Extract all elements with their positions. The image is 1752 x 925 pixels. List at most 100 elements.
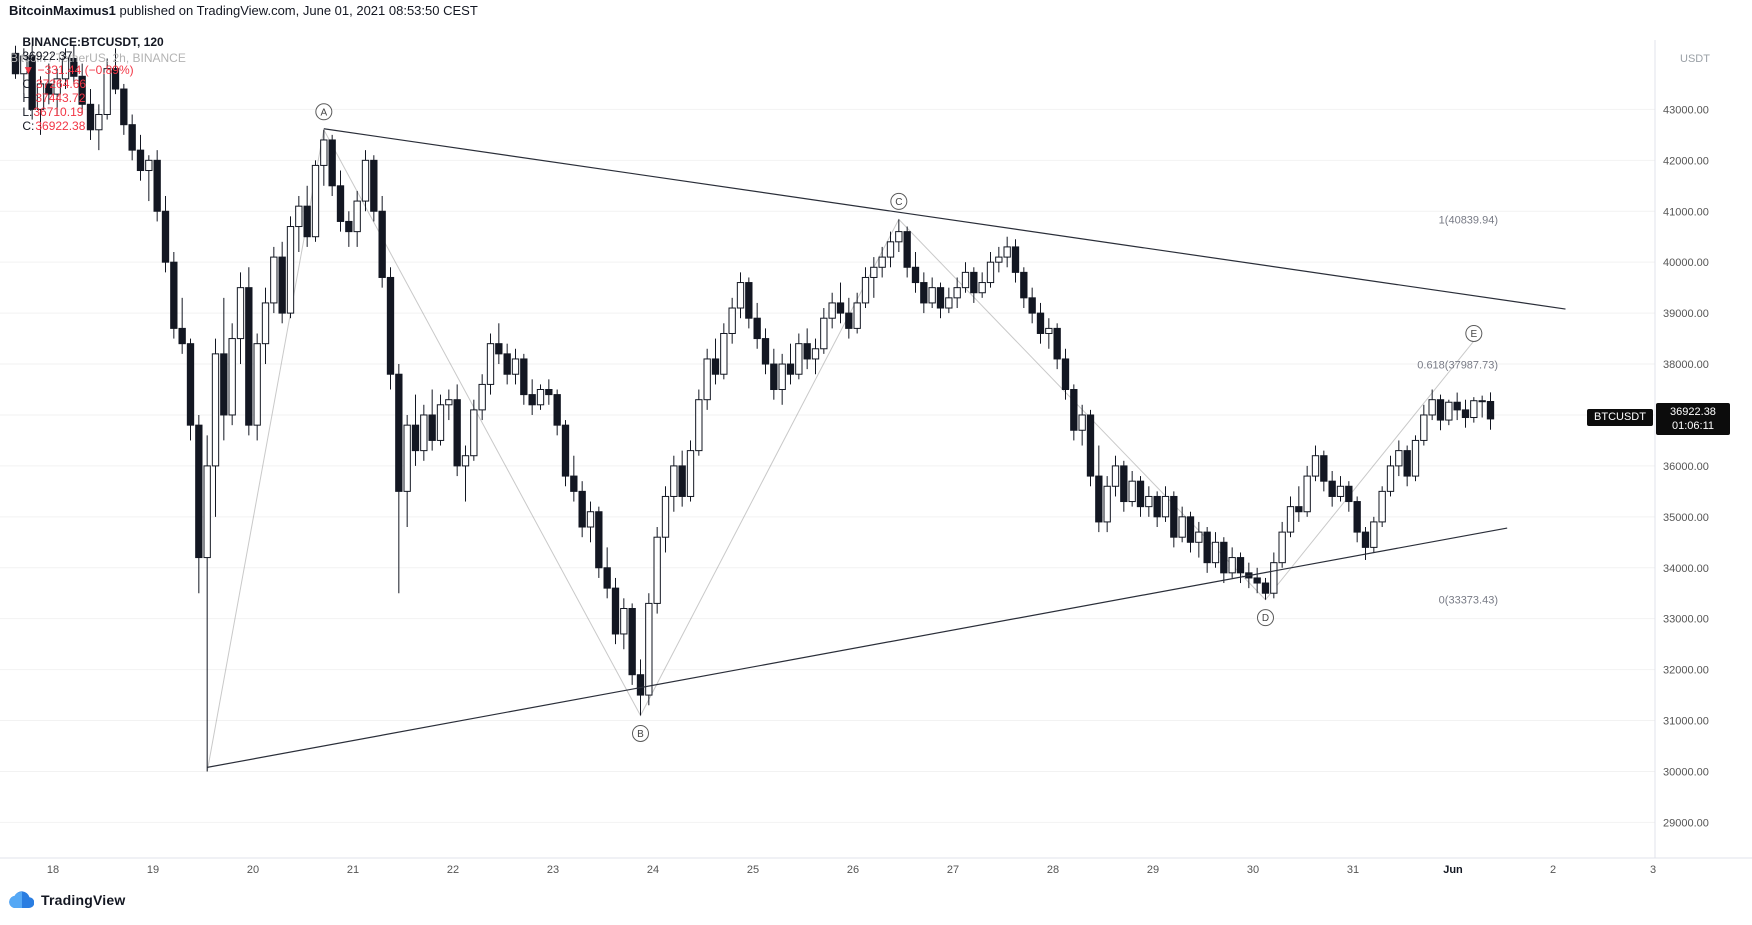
upper-trendline[interactable] [323,128,1566,310]
candle-body [1053,327,1061,360]
candle-body [1395,450,1403,467]
price-tick-label: 38000.00 [1663,359,1709,371]
candle-body [978,282,986,294]
candle-body [528,394,536,406]
last-price-badge: 36922.38 01:06:11 [1656,403,1730,435]
candle-body [536,389,545,406]
price-tick-label: 39000.00 [1663,308,1709,320]
time-axis[interactable]: 18 19 20 21 22 23 24 25 26 27 28 29 30 31 Jun 2 3 [0,857,1752,876]
pattern-point-C[interactable]: C [890,192,908,210]
svg-text:A: A [320,107,327,118]
candle-body [345,220,353,233]
candle-body [636,674,645,696]
candle-body [570,475,578,492]
candle-body [703,358,711,401]
candle-body [878,256,886,268]
candle-body [53,78,61,95]
candle-body [1111,465,1120,487]
candle-body [495,343,503,355]
candle-body [1386,465,1395,492]
candle-body [453,399,461,467]
time-tick-label: Jun [1443,864,1463,876]
candle-body [795,343,803,375]
time-tick-label: 30 [1247,864,1259,876]
candle-body [386,276,395,375]
candle-body [1086,414,1095,477]
candle-body [545,389,553,396]
candle-body [853,302,861,329]
price-tick-label: 32000.00 [1663,665,1709,677]
candle-body [1311,455,1320,477]
candle-body [303,205,311,238]
candle-body [20,55,28,75]
candle-body [1278,531,1286,564]
candle-body [1428,399,1436,416]
time-tick-label: 21 [347,864,359,876]
candle-body [936,287,945,309]
candle-body [245,287,253,426]
candle-body [786,363,795,375]
candle-body [170,261,178,329]
pattern-point-D[interactable]: D [1256,609,1274,627]
pattern-point-E[interactable]: E [1465,324,1483,342]
candle-body [1486,400,1495,420]
candle-body [803,343,811,360]
candle-body [620,608,628,635]
close-value: 36922.38 [35,119,86,133]
candle-body [253,343,261,426]
candle-body [195,424,203,559]
time-tick-label: 28 [1047,864,1059,876]
chart-legend: Bitcoin / TetherUS, 2h, BINANCE [10,51,186,65]
candle-body [1461,409,1470,419]
candle-body [553,394,561,426]
candle-body [728,307,736,334]
candle-body [670,465,678,497]
low-label: L: [22,105,33,119]
candle-body [711,358,720,375]
price-tick-label: 41000.00 [1663,206,1709,218]
tradingview-footer[interactable]: TradingView [8,886,125,914]
lower-trendline[interactable] [207,527,1508,768]
price-axis[interactable]: 43000.00 42000.00 41000.00 40000.00 39000.00… [1654,40,1709,858]
price-tick-label: 43000.00 [1663,104,1709,116]
candle-body [745,282,753,319]
candle-body [1120,465,1128,503]
candle-body [1303,475,1311,513]
candle-body [861,276,870,304]
candle-body [61,57,70,80]
candle-body [1020,271,1028,299]
price-tick-label: 30000.00 [1663,766,1709,778]
svg-text:D: D [1262,613,1269,624]
candle-body [1328,480,1336,497]
tradingview-cloud-icon [9,891,34,909]
candle-body [220,353,228,416]
candle-body [886,241,895,258]
candle-body [720,332,728,375]
pattern-point-A[interactable]: A [315,103,333,121]
candle-body [736,282,745,309]
candle-body [1370,521,1378,548]
price-change: ▼ −331.44 (−0.89%) [22,63,134,77]
candle-body [78,75,86,105]
candle-body [136,149,145,172]
price-tick-label: 36000.00 [1663,461,1709,473]
candle-body [961,271,970,289]
candle-body [753,317,761,340]
fib-level-label: 1(40839.94) [1439,214,1498,226]
candle-body [1078,414,1086,431]
candle-body [895,231,903,243]
candle-body [411,424,420,452]
candle-body [270,256,278,304]
candle-body [645,602,653,696]
pattern-point-B[interactable]: B [631,724,649,742]
candle-body [1011,246,1020,273]
candle-body [986,261,995,284]
last-price: 36922.37 [22,49,73,63]
candle-body [295,205,303,228]
candle-body [1170,495,1178,538]
candle-body [1136,480,1145,508]
candle-body [1003,246,1011,258]
candle-body [1378,490,1386,523]
candle-body [1436,399,1445,421]
candle-body [1103,485,1111,523]
